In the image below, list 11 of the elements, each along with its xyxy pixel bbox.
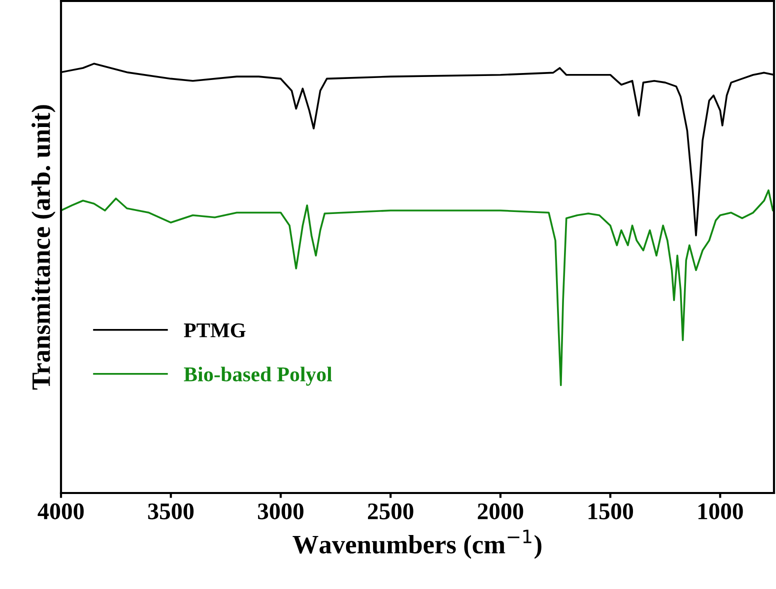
legend-label: Bio-based Polyol [184,366,332,386]
x-tick-label: 3000 [258,503,304,520]
x-tick-label: 3500 [148,503,194,520]
y-axis-title: Transmittance (arb. unit) [32,105,56,390]
x-tick-label: 1000 [698,503,743,520]
legend-label: PTMG [184,323,246,338]
x-tick-label: 2500 [368,503,414,520]
x-tick-label: 4000 [38,503,84,520]
x-axis-title: Wavenumbers (cm$^{−1}$) [292,530,542,559]
x-tick-label: 2000 [478,503,524,520]
x-tick-label: 1500 [588,503,634,520]
